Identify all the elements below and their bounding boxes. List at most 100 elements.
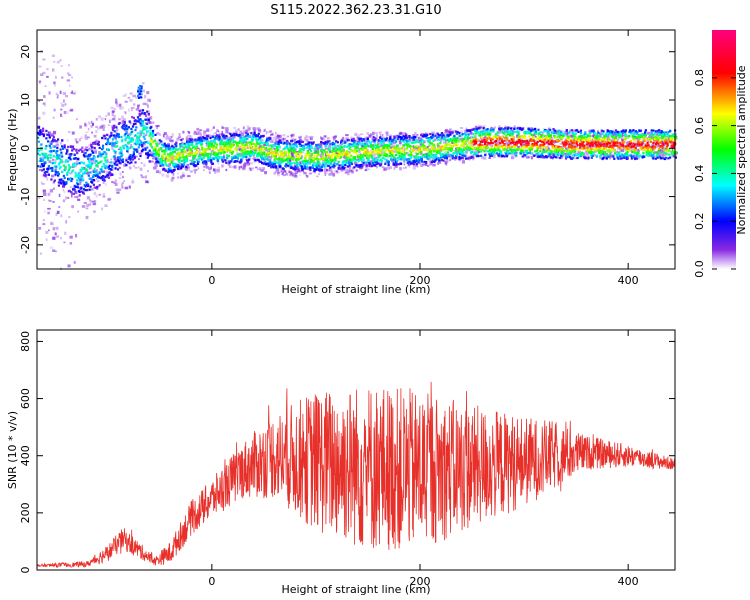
heat-cell xyxy=(432,139,435,142)
heat-cell xyxy=(128,140,131,143)
heat-cell xyxy=(82,178,85,181)
heat-cell xyxy=(370,141,373,144)
heat-cell xyxy=(271,132,274,136)
heat-cell xyxy=(340,150,343,153)
heat-cell xyxy=(135,126,138,129)
heat-cell xyxy=(142,143,146,146)
heat-cell xyxy=(273,158,276,161)
heat-cell xyxy=(364,169,368,172)
heat-cell xyxy=(113,155,116,158)
heat-cell xyxy=(178,136,181,139)
heat-cell xyxy=(665,138,668,142)
heat-cell xyxy=(78,138,81,142)
heat-cell xyxy=(251,138,254,141)
heat-cell xyxy=(194,170,196,173)
heat-cell xyxy=(203,136,206,140)
heat-cell xyxy=(197,167,200,170)
heat-cell xyxy=(381,166,385,169)
heat-cell xyxy=(410,154,413,157)
heat-cell xyxy=(334,151,337,154)
heat-cell xyxy=(103,134,106,137)
heat-cell xyxy=(511,152,514,155)
heat-cell xyxy=(593,133,596,136)
heat-cell xyxy=(511,126,514,129)
heat-cell xyxy=(322,162,325,165)
heat-cell xyxy=(235,141,238,144)
heat-cell xyxy=(580,136,583,138)
heat-cell xyxy=(92,179,95,182)
heat-cell xyxy=(245,135,248,138)
heat-cell xyxy=(236,157,239,160)
heat-cell xyxy=(164,157,167,160)
heat-cell xyxy=(85,168,88,171)
heat-cell xyxy=(304,153,307,157)
heat-cell xyxy=(337,146,340,149)
heat-cell xyxy=(51,168,54,171)
heat-cell xyxy=(203,130,207,134)
heat-cell xyxy=(444,151,447,154)
heat-cell xyxy=(170,140,174,143)
heat-cell xyxy=(84,148,87,151)
heat-cell xyxy=(319,169,322,172)
heat-cell xyxy=(231,141,235,146)
heat-cell xyxy=(145,153,148,156)
heat-cell xyxy=(78,194,81,197)
heat-cell xyxy=(121,138,124,141)
heat-cell xyxy=(43,132,47,135)
heat-cell xyxy=(54,232,57,236)
heat-cell xyxy=(311,136,313,141)
heat-cell xyxy=(384,161,388,164)
heat-cell xyxy=(217,131,220,133)
heat-cell xyxy=(40,163,42,166)
heat-cell xyxy=(88,161,91,164)
heat-cell xyxy=(400,136,404,139)
heat-cell xyxy=(403,144,406,147)
heat-cell xyxy=(39,157,42,160)
heat-cell xyxy=(283,154,286,157)
heat-cell xyxy=(208,167,212,171)
heat-cell xyxy=(68,165,71,169)
heat-cell xyxy=(356,146,359,149)
heat-cell xyxy=(288,161,291,164)
heat-cell xyxy=(236,160,239,163)
heat-cell xyxy=(93,210,96,213)
heat-cell xyxy=(484,156,487,160)
heat-cell xyxy=(588,133,591,137)
heat-cell xyxy=(301,139,303,142)
heat-cell xyxy=(182,163,185,166)
heat-cell xyxy=(585,155,588,158)
heat-cell xyxy=(447,154,452,158)
heat-cell xyxy=(482,125,486,129)
heat-cell xyxy=(106,159,109,163)
heat-cell xyxy=(321,137,324,141)
heat-cell xyxy=(48,136,51,139)
heat-cell xyxy=(428,138,431,141)
heat-cell xyxy=(175,157,178,161)
heat-cell xyxy=(434,134,437,137)
heat-cell xyxy=(115,134,118,137)
heat-cell xyxy=(575,157,577,160)
heat-cell xyxy=(159,164,162,167)
heat-cell xyxy=(374,161,377,164)
heat-cell xyxy=(421,143,424,146)
heat-cell xyxy=(370,151,373,154)
heat-cell xyxy=(205,165,209,169)
heat-cell xyxy=(202,157,205,160)
heat-cell xyxy=(44,161,47,164)
heat-cell xyxy=(221,125,224,129)
heat-cell xyxy=(355,161,359,164)
heat-cell xyxy=(217,134,220,137)
heat-cell xyxy=(126,145,129,148)
heat-cell xyxy=(248,135,251,138)
heat-cell xyxy=(569,134,573,137)
heat-cell xyxy=(376,158,379,161)
heat-cell xyxy=(69,235,73,239)
heat-cell xyxy=(395,160,399,163)
heat-cell xyxy=(346,154,349,158)
heat-cell xyxy=(333,152,336,155)
heat-cell xyxy=(254,159,257,162)
heat-cell xyxy=(121,158,125,161)
heat-cell xyxy=(168,166,171,169)
heat-cell xyxy=(432,146,435,150)
heat-cell xyxy=(118,122,121,125)
